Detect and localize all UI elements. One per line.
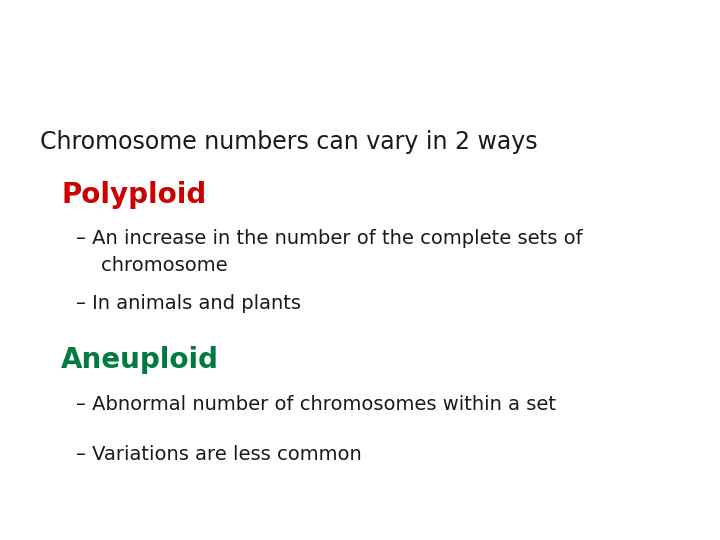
Text: Chromosome numbers can vary in 2 ways: Chromosome numbers can vary in 2 ways [40, 130, 537, 153]
Text: Aneuploid: Aneuploid [61, 346, 219, 374]
Text: – Abnormal number of chromosomes within a set: – Abnormal number of chromosomes within … [76, 395, 556, 414]
Text: Polyploid: Polyploid [61, 181, 207, 209]
Text: – An increase in the number of the complete sets of
    chromosome: – An increase in the number of the compl… [76, 230, 582, 275]
Text: – In animals and plants: – In animals and plants [76, 294, 301, 313]
Text: – Variations are less common: – Variations are less common [76, 446, 361, 464]
